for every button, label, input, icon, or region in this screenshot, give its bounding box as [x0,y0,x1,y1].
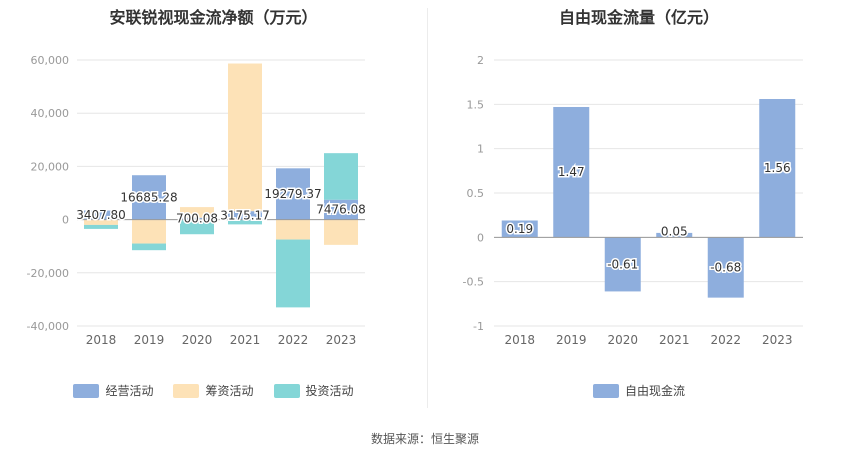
left-chart-plot: -40,000 -20,000 0 20,000 40,000 60,000 2018 201… [27,54,368,347]
left-x-tick-label: 2021 [230,333,261,347]
left-legend-label: 投资活动 [305,384,354,398]
left-legend-item-1[interactable]: 筹资活动 [173,382,254,399]
right-y-tick-label: 1 [477,143,484,156]
left-data-label: 3407.80 [76,208,126,222]
right-bar-2021[interactable] [656,232,693,238]
left-bar-series2-2020[interactable] [180,219,214,235]
left-bar-series0-2020[interactable] [180,217,214,220]
right-bar-2019[interactable] [553,106,590,238]
left-bar-series1-2018[interactable] [84,219,118,225]
right-legend-label: 自由现金流 [624,384,685,398]
right-y-tick-label: -0.5 [463,276,484,289]
left-y-tick-label: 60,000 [31,54,70,67]
left-y-tick-label: 0 [62,214,69,227]
right-x-tick-label: 2023 [762,333,793,347]
left-y-tick-label: 20,000 [31,160,70,173]
left-y-tick-label: -20,000 [27,267,69,280]
right-y-tick-label: -1 [473,320,484,333]
left-legend-swatch [73,383,100,398]
right-bar-2018[interactable] [501,220,538,238]
right-chart-plot: -1 -0.5 0 0.5 1 1.5 2 2018 2019 2020 2021 2022 2023 0… [463,54,803,347]
right-bar-2022[interactable] [707,237,744,298]
right-data-label: 0.19 [506,222,533,236]
left-legend-item-2[interactable]: 投资活动 [273,382,354,399]
right-x-tick-label: 2019 [556,333,587,347]
left-data-label: 19279.37 [264,187,321,201]
left-bar-series2-2023[interactable] [324,153,358,200]
panel-divider [427,8,428,408]
right-chart-panel: 自由现金流量（亿元） -1 -0.5 0 0.5 1 1.5 2 2018 2019 2020 20… [428,0,850,410]
data-source-note: 数据来源：恒生聚源 [370,432,479,446]
right-legend-item-0[interactable]: 自由现金流 [592,382,685,399]
right-y-tick-label: 0.5 [467,187,485,200]
left-data-label: 3175.17 [220,208,270,222]
left-legend-item-0[interactable]: 经营活动 [73,382,153,399]
right-chart-title: 自由现金流量（亿元） [558,8,719,27]
left-x-tick-label: 2023 [326,333,357,347]
right-bar-2020[interactable] [604,237,641,292]
right-y-tick-label: 0 [477,231,484,244]
left-chart-legend: 经营活动 筹资活动 投资活动 [0,382,427,399]
left-bar-series2-2022[interactable] [276,239,310,308]
left-legend-swatch [173,383,200,398]
right-x-tick-label: 2022 [710,333,741,347]
left-legend-swatch [273,383,300,398]
right-data-label: 1.47 [558,165,585,179]
left-bar-series1-2019[interactable] [132,219,166,244]
left-bar-series1-2022[interactable] [276,219,310,240]
left-x-tick-label: 2022 [278,333,309,347]
left-data-label: 7476.08 [316,203,366,217]
left-x-tick-label: 2018 [86,333,117,347]
left-bar-series1-2020[interactable] [180,207,214,218]
left-bar-series2-2021[interactable] [228,219,262,225]
right-x-tick-label: 2021 [659,333,690,347]
left-chart-title: 安联锐视现金流净额（万元） [109,8,318,27]
left-chart-panel: 安联锐视现金流净额（万元） -40,000 -20,000 0 20,000 40,00… [0,0,427,410]
left-legend-label: 筹资活动 [205,384,254,398]
left-bar-series0-2021[interactable] [228,211,262,220]
left-bar-series1-2021[interactable] [228,63,262,212]
right-bar-2023[interactable] [759,99,796,238]
left-data-label: 700.08 [176,212,218,226]
left-y-tick-label: 40,000 [31,107,70,120]
left-y-tick-label: -40,000 [27,320,69,333]
left-bar-series0-2022[interactable] [276,168,310,220]
left-bar-series0-2019[interactable] [132,175,166,220]
left-bar-series2-2018[interactable] [84,224,118,229]
right-y-tick-label: 2 [477,54,484,67]
left-x-tick-label: 2020 [182,333,213,347]
left-x-tick-label: 2019 [134,333,165,347]
left-bar-series0-2023[interactable] [324,199,358,220]
left-bar-series2-2019[interactable] [132,243,166,251]
right-legend-swatch [592,383,619,398]
right-data-label: 0.05 [661,224,688,238]
right-y-tick-label: 1.5 [467,98,485,111]
left-data-label: 16685.28 [120,190,177,204]
left-legend-label: 经营活动 [105,384,154,398]
right-x-tick-label: 2020 [607,333,638,347]
right-data-label: -0.61 [607,257,638,271]
right-x-tick-label: 2018 [504,333,535,347]
right-data-label: 1.56 [764,161,791,175]
right-data-label: -0.68 [710,260,741,274]
left-bar-series0-2018[interactable] [84,210,118,220]
right-chart-legend: 自由现金流 [428,382,850,399]
left-bar-series1-2023[interactable] [324,219,358,245]
